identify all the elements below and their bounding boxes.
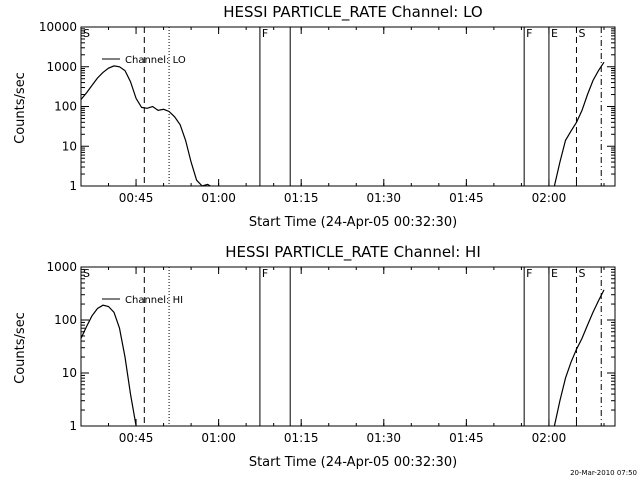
plot-frame: [80, 26, 616, 187]
event-marker-label: F: [526, 267, 532, 280]
data-series-line: [80, 304, 137, 427]
x-axis-label-hi: Start Time (24-Apr-05 00:32:30): [249, 455, 457, 470]
y-tick-label: 1000: [46, 60, 77, 74]
y-axis-label-hi: Counts/sec: [13, 312, 28, 384]
y-axis-label-lo: Counts/sec: [13, 72, 28, 144]
chart-title-hi: HESSI PARTICLE_RATE Channel: HI: [225, 243, 481, 262]
x-tick-label: 01:45: [449, 431, 484, 445]
x-tick-label: 01:00: [201, 431, 236, 445]
y-tick-label: 100: [54, 100, 77, 114]
x-tick-label: 01:15: [284, 191, 319, 205]
panel-lo: HESSI PARTICLE_RATE Channel: LO Start Ti…: [13, 3, 616, 230]
footer-timestamp: 20-Mar-2010 07:50: [570, 469, 637, 477]
x-axis-label-lo: Start Time (24-Apr-05 00:32:30): [249, 215, 457, 230]
x-tick-label: 00:45: [119, 191, 154, 205]
event-marker-label: S: [578, 267, 585, 280]
plot-frame: [80, 266, 616, 427]
panel-hi: HESSI PARTICLE_RATE Channel: HI Start Ti…: [13, 243, 616, 470]
x-tick-label: 02:00: [532, 431, 567, 445]
legend-label-lo: Channel: LO: [125, 55, 186, 66]
data-series-line: [553, 61, 605, 187]
event-marker-label: F: [262, 267, 268, 280]
y-tick-label: 100: [54, 313, 77, 327]
y-tick-label: 1: [69, 419, 77, 433]
x-tick-label: 01:30: [366, 431, 401, 445]
event-marker-label: S: [83, 27, 90, 40]
event-marker-label: S: [578, 27, 585, 40]
x-tick-label: 00:45: [119, 431, 154, 445]
event-marker-label: S: [83, 267, 90, 280]
y-tick-label: 10: [62, 366, 77, 380]
y-tick-label: 1: [69, 179, 77, 193]
y-tick-label: 10000: [39, 20, 77, 34]
chart-title-lo: HESSI PARTICLE_RATE Channel: LO: [223, 3, 482, 22]
event-marker-label: F: [526, 27, 532, 40]
x-tick-label: 01:15: [284, 431, 319, 445]
event-marker-label: E: [551, 267, 558, 280]
data-series-line: [80, 65, 211, 187]
x-tick-label: 01:30: [366, 191, 401, 205]
legend-label-hi: Channel: HI: [125, 295, 183, 306]
y-tick-label: 10: [62, 139, 77, 153]
y-tick-label: 1000: [46, 260, 77, 274]
event-marker-label: F: [262, 27, 268, 40]
event-marker-label: E: [551, 27, 558, 40]
x-tick-label: 02:00: [532, 191, 567, 205]
x-tick-label: 01:00: [201, 191, 236, 205]
x-tick-label: 01:45: [449, 191, 484, 205]
data-series-line: [553, 289, 605, 427]
